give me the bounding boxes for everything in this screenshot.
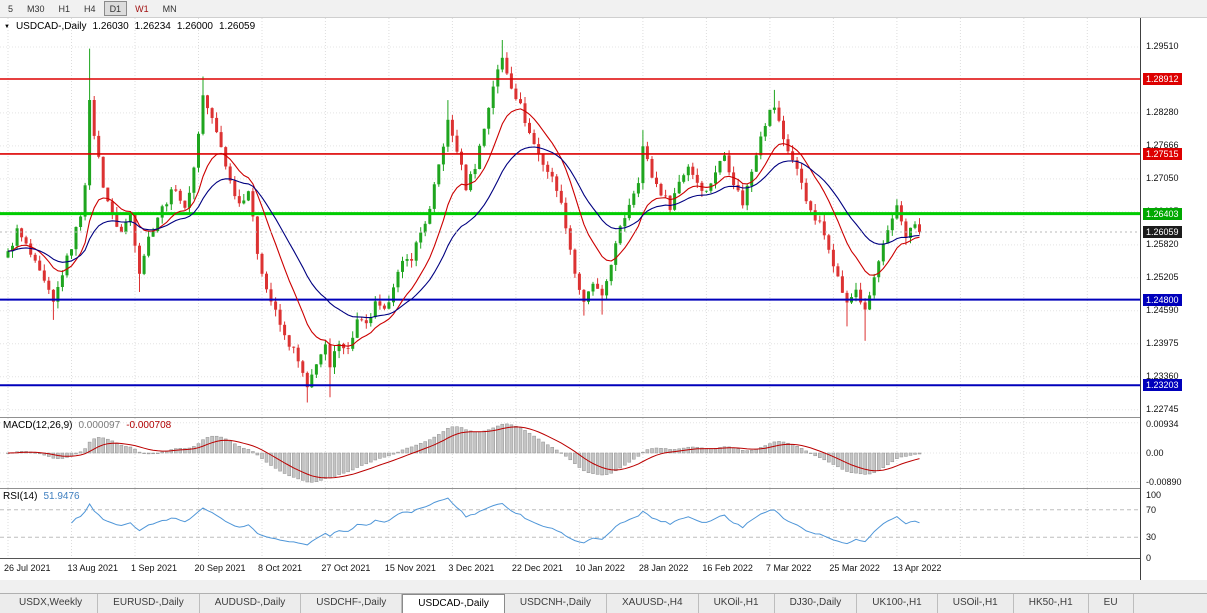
price-axis-tick: 1.25205 <box>1146 272 1179 282</box>
ohlc-open: 1.26030 <box>92 21 129 32</box>
date-axis-label: 27 Oct 2021 <box>321 563 371 573</box>
timeframe-button-h4[interactable]: H4 <box>84 4 96 14</box>
status-gap <box>0 580 1207 593</box>
price-axis-tick: 1.27666 <box>1146 140 1179 150</box>
tab-audusd-daily[interactable]: AUDUSD-,Daily <box>200 594 302 613</box>
price-axis-tick: 1.23975 <box>1146 338 1179 348</box>
price-axis-tick: 1.22745 <box>1146 404 1179 414</box>
price-axis-tick: 1.23360 <box>1146 371 1179 381</box>
price-axis-tick: 1.24590 <box>1146 305 1179 315</box>
price-axis-tick: 1.29510 <box>1146 41 1179 51</box>
macd-label: MACD(12,26,9) <box>3 420 73 431</box>
timeframe-button-d1[interactable]: D1 <box>103 1 128 16</box>
date-axis-label: 10 Jan 2022 <box>575 563 625 573</box>
date-axis[interactable]: 26 Jul 2021 13 Aug 2021 1 Sep 2021 20 Sep 2… <box>0 559 1140 580</box>
date-axis-label: 7 Mar 2022 <box>765 563 812 573</box>
date-axis-label: 15 Nov 2021 <box>384 563 436 573</box>
timeframe-button-mn[interactable]: MN <box>162 4 177 14</box>
tab-usoil-h1[interactable]: USOil-,H1 <box>938 594 1014 613</box>
timeframe-toolbar: 5 M30 H1 H4 D1 W1 MN <box>0 0 1207 18</box>
pane-separator <box>0 558 1207 559</box>
tab-eu[interactable]: EU <box>1089 594 1134 613</box>
rsi-label: RSI(14) <box>3 491 38 502</box>
rsi-axis-tick: 100 <box>1146 490 1162 500</box>
rsi-axis-tick: 0 <box>1146 553 1152 563</box>
date-axis-label: 1 Sep 2021 <box>131 563 178 573</box>
chart-tabs: USDX,Weekly EURUSD-,Daily AUDUSD-,Daily USD… <box>0 593 1207 613</box>
macd-axis-tick: 0.00934 <box>1146 419 1179 429</box>
price-axis-tick: 1.28280 <box>1146 107 1179 117</box>
price-axis-label: 1.24800 <box>1143 294 1182 306</box>
macd-axis-tick: -0.00890 <box>1146 477 1182 487</box>
tab-usdx-weekly[interactable]: USDX,Weekly <box>4 594 99 613</box>
price-axis-label: 1.28912 <box>1143 73 1182 85</box>
macd-chart[interactable] <box>0 418 1140 488</box>
macd-value-signal: -0.000708 <box>126 420 172 431</box>
tab-hk50-h1[interactable]: HK50-,H1 <box>1014 594 1089 613</box>
timeframe-button-h1[interactable]: H1 <box>58 4 71 14</box>
ohlc-low: 1.26000 <box>176 21 213 32</box>
price-chart[interactable] <box>0 18 1140 417</box>
chart-window: ▼ USDCAD-,Daily 1.26030 1.26234 1.26000 … <box>0 18 1207 580</box>
price-axis-label: 1.26403 <box>1143 208 1182 220</box>
tab-eurusd-daily[interactable]: EURUSD-,Daily <box>98 594 200 613</box>
tab-xauusd-h4[interactable]: XAUUSD-,H4 <box>607 594 699 613</box>
tab-usdcnh-daily[interactable]: USDCNH-,Daily <box>505 594 607 613</box>
tab-usdcad-daily[interactable]: USDCAD-,Daily <box>402 594 505 613</box>
macd-value-main: 0.000097 <box>78 420 121 431</box>
ohlc-high: 1.26234 <box>134 21 171 32</box>
pane-separator[interactable] <box>0 488 1207 489</box>
price-axis-tick: 1.25820 <box>1146 239 1179 249</box>
timeframe-button-5[interactable]: 5 <box>8 4 14 14</box>
timeframe-button-w1[interactable]: W1 <box>135 4 149 14</box>
tab-usdchf-daily[interactable]: USDCHF-,Daily <box>301 594 403 613</box>
rsi-header: RSI(14) 51.9476 <box>3 491 80 502</box>
pane-separator[interactable] <box>0 417 1207 418</box>
macd-axis-tick: 0.00 <box>1146 448 1164 458</box>
price-axis-label: 1.23203 <box>1143 379 1182 391</box>
price-axis-label: 1.26059 <box>1143 226 1182 238</box>
price-axis-tick: 1.27050 <box>1146 173 1179 183</box>
date-axis-label: 16 Feb 2022 <box>702 563 753 573</box>
rsi-value: 51.9476 <box>43 491 80 502</box>
tab-ukoil-h1[interactable]: UKOil-,H1 <box>699 594 775 613</box>
date-axis-label: 13 Apr 2022 <box>892 563 942 573</box>
date-axis-label: 13 Aug 2021 <box>67 563 119 573</box>
price-axis[interactable]: 1.295101.282801.276661.270501.264351.258… <box>1140 18 1207 580</box>
tab-dj30-daily[interactable]: DJ30-,Daily <box>775 594 858 613</box>
date-axis-label: 8 Oct 2021 <box>258 563 303 573</box>
price-axis-label: 1.27515 <box>1143 148 1182 160</box>
date-axis-label: 25 Mar 2022 <box>829 563 880 573</box>
ohlc-close: 1.26059 <box>218 21 256 32</box>
rsi-chart[interactable] <box>0 489 1140 558</box>
rsi-axis-tick: 30 <box>1146 532 1157 542</box>
macd-header: MACD(12,26,9) 0.000097 -0.000708 <box>3 420 171 431</box>
chart-header: ▼ USDCAD-,Daily 1.26030 1.26234 1.26000 … <box>4 21 255 32</box>
tab-uk100-h1[interactable]: UK100-,H1 <box>857 594 938 613</box>
symbol-dropdown-icon[interactable]: ▼ <box>4 23 10 30</box>
chart-symbol-label: USDCAD-,Daily <box>15 21 87 32</box>
timeframe-button-m30[interactable]: M30 <box>27 4 45 14</box>
rsi-axis-tick: 70 <box>1146 505 1157 515</box>
date-axis-label: 20 Sep 2021 <box>194 563 246 573</box>
date-axis-label: 22 Dec 2021 <box>511 563 563 573</box>
date-axis-label: 3 Dec 2021 <box>448 563 495 573</box>
date-axis-label: 26 Jul 2021 <box>4 563 51 573</box>
date-axis-label: 28 Jan 2022 <box>638 563 689 573</box>
